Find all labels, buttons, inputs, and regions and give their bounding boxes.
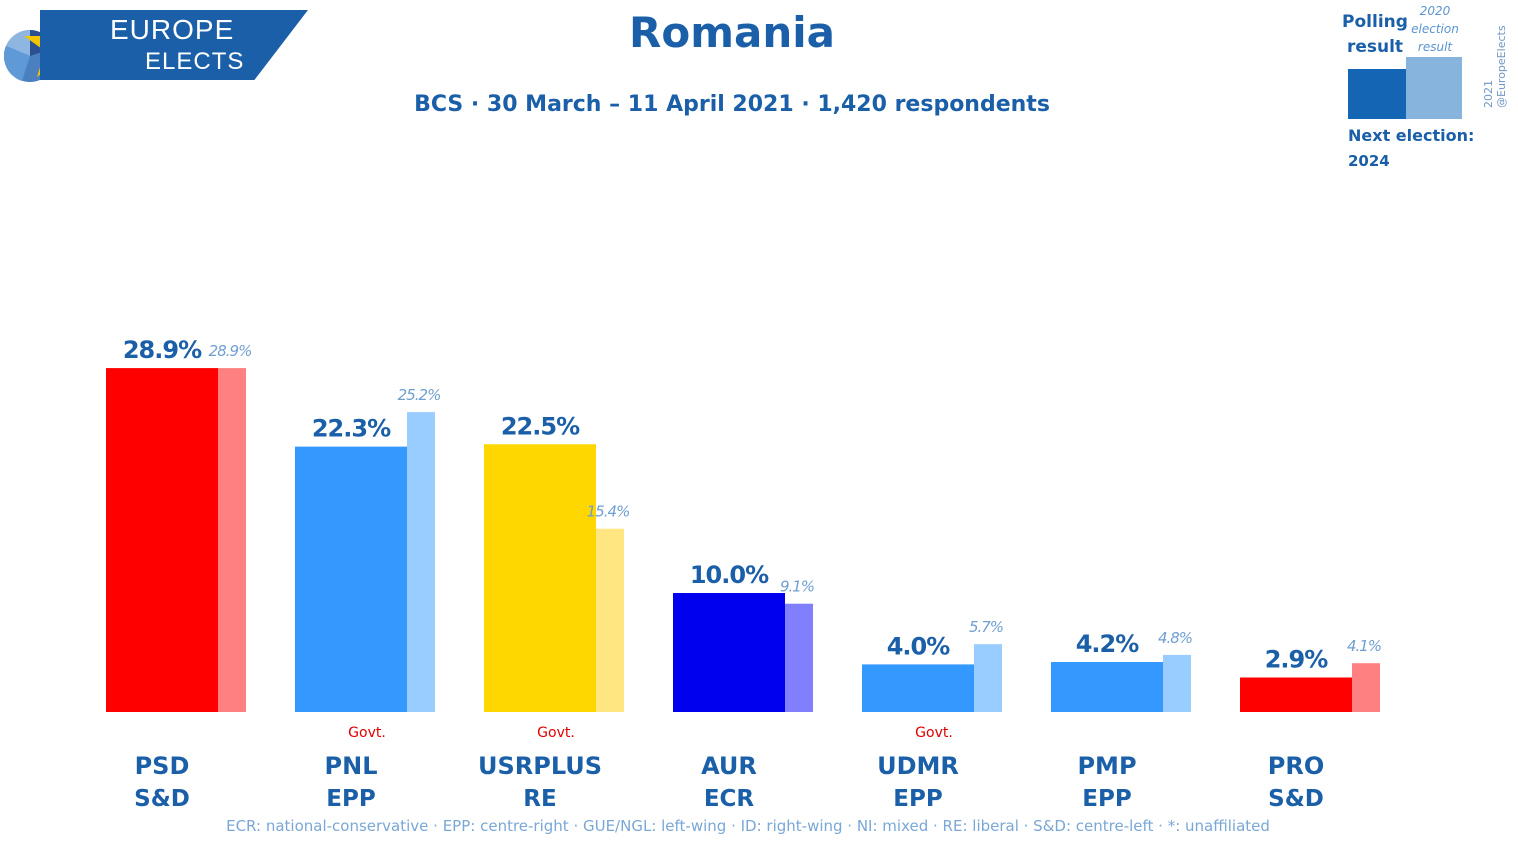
party-group-label: EPP [1082,786,1131,812]
party-name-label: UDMR [877,752,959,780]
party-name-label: AUR [701,752,757,780]
previous-result-bar-aur [785,603,813,712]
polling-value-label: 10.0% [690,561,769,589]
next-election-year: 2024 [1348,152,1390,170]
logo-text-elects: ELECTS [145,48,245,75]
logo-text-europe: EUROPE [110,14,235,45]
polling-bar-usrplus [484,444,596,712]
polling-value-label: 2.9% [1265,645,1329,673]
party-name-label: PSD [135,752,190,780]
previous-value-label: 5.7% [969,618,1003,636]
party-group-label: S&D [1268,786,1324,812]
previous-result-bar-psd [218,368,246,712]
polling-bar-pnl [295,446,407,712]
govt-label: Govt. [537,725,575,741]
previous-value-label: 9.1% [780,578,814,596]
footer-glossary: ECR: national-conservative · EPP: centre… [226,817,1270,835]
party-name-label: PNL [325,752,378,780]
polling-bar-udmr [862,664,974,712]
previous-result-bar-udmr [974,644,1002,712]
chart-title: Romania [629,8,835,57]
party-name-label: PMP [1077,752,1136,780]
previous-result-bar-usrplus [596,528,624,712]
legend-polling-label: Polling result [1342,12,1408,57]
party-group-label: EPP [893,786,942,812]
polling-bar-pro [1240,677,1352,712]
legend-polling-swatch [1348,69,1406,119]
next-election-label: Next election: [1348,126,1475,145]
party-group-label: EPP [326,786,375,812]
polling-value-label: 28.9% [123,336,202,364]
chart-subtitle: BCS · 30 March – 11 April 2021 · 1,420 r… [414,92,1050,117]
polling-value-label: 4.2% [1076,630,1140,658]
polling-bar-pmp [1051,662,1163,712]
previous-value-label: 28.9% [209,342,252,360]
govt-label: Govt. [915,725,953,741]
polling-value-label: 22.5% [501,412,580,440]
polling-value-label: 4.0% [887,632,951,660]
polling-bar-aur [673,593,785,712]
previous-result-bar-pmp [1163,654,1191,712]
party-group-label: RE [523,786,556,812]
govt-label: Govt. [348,725,386,741]
previous-result-bar-pro [1352,663,1380,712]
polling-bar-psd [106,368,218,712]
polling-value-label: 22.3% [312,415,391,443]
party-name-label: USRPLUS [478,752,602,780]
legend-previous-swatch [1406,57,1462,119]
legend-previous-label: 2020 election result [1411,4,1459,54]
previous-value-label: 4.8% [1158,629,1192,647]
previous-result-bar-pnl [407,412,435,712]
previous-value-label: 4.1% [1347,637,1381,655]
europe-elects-logo: EUROPE ELECTS [0,0,310,85]
party-name-label: PRO [1268,752,1324,780]
party-group-label: ECR [704,786,755,812]
previous-value-label: 25.2% [398,386,441,404]
party-group-label: S&D [134,786,190,812]
previous-value-label: 15.4% [587,503,630,521]
